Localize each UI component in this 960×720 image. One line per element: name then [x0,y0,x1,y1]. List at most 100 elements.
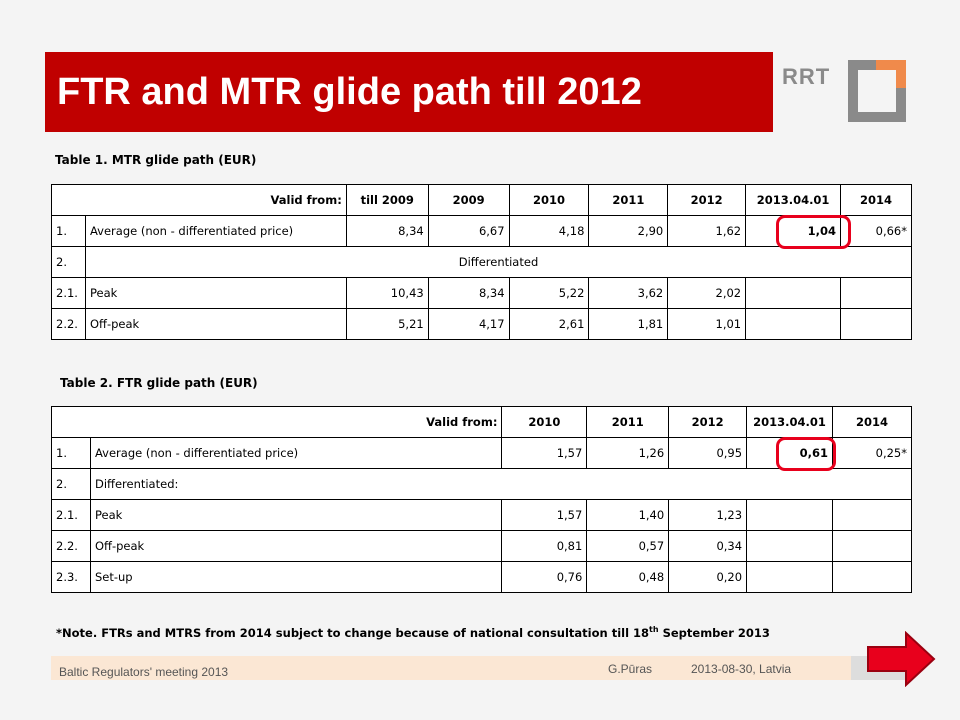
value-cell: 2,02 [667,277,747,309]
header-cell: 2009 [427,184,510,216]
value-cell: 4,18 [508,215,590,247]
header-cell: 2014 [840,184,912,216]
footnote-sup: th [649,625,659,634]
row-number: 1. [51,215,86,247]
table1-caption: Table 1. MTR glide path (EUR) [55,153,257,167]
empty-cell [840,277,912,309]
row-number: 2. [51,246,86,278]
value-cell: 1,57 [501,437,588,469]
value-cell: 0,76 [501,561,588,593]
value-cell: 6,67 [427,215,510,247]
footnote: *Note. FTRs and MTRS from 2014 subject t… [56,625,770,640]
table-row: 1. Average (non - differentiated price) … [51,215,912,247]
row-number: 2.1. [51,277,86,309]
value-cell: 1,26 [586,437,670,469]
empty-cell [832,561,912,593]
footer-date: 2013-08-30, Latvia [691,662,792,676]
footer-event: Baltic Regulators' meeting 2013 [59,665,229,679]
highlight-ring [776,437,836,471]
row-label: Differentiated: [89,468,913,500]
row-number: 2.3. [51,561,91,593]
table-row: 2.1. Peak 10,43 8,34 5,22 3,62 2,02 [51,277,912,309]
value-cell: 0,34 [668,530,748,562]
row-label: Off-peak [89,530,503,562]
header-label: Valid from: [50,406,503,438]
empty-cell [832,530,912,562]
header-cell: 2011 [586,406,670,438]
empty-cell [832,499,912,531]
row-number: 2. [51,468,91,500]
header-cell: 2010 [501,406,588,438]
row-number: 2.1. [51,499,91,531]
header-cell: 2010 [508,184,590,216]
row-label: Average (non - differentiated price) [89,437,503,469]
value-cell: 1,40 [586,499,670,531]
title-bar: FTR and MTR glide path till 2012 [45,52,773,132]
page-title: FTR and MTR glide path till 2012 [57,70,642,113]
header-cell: till 2009 [345,184,429,216]
row-label: Peak [84,277,347,309]
empty-cell [745,308,842,340]
row-label: Average (non - differentiated price) [84,215,347,247]
empty-cell [746,530,834,562]
header-cell: 2013.04.01 [745,184,842,216]
logo-text: RRT [782,64,831,89]
table-header-row: Valid from: till 2009 2009 2010 2011 201… [51,184,912,216]
footer: Baltic Regulators' meeting 2013 G.Pūras … [51,656,851,680]
row-number: 1. [51,437,91,469]
footnote-end: September 2013 [658,625,770,640]
value-cell: 5,21 [345,308,429,340]
value-cell: 2,61 [508,308,590,340]
footnote-text: *Note. FTRs and MTRS from 2014 subject t… [56,625,650,640]
value-cell: 0,66* [840,215,912,247]
value-cell: 1,23 [668,499,748,531]
value-cell: 0,48 [586,561,670,593]
row-number: 2.2. [51,308,86,340]
value-cell: 4,17 [427,308,510,340]
value-cell: 8,34 [427,277,510,309]
table-row: 1. Average (non - differentiated price) … [51,437,912,469]
value-cell: 1,01 [667,308,747,340]
header-cell: 2013.04.01 [746,406,834,438]
value-cell: 5,22 [508,277,590,309]
footer-author: G.Pūras [608,662,653,676]
row-number: 2.2. [51,530,91,562]
highlight-ring [776,215,851,249]
empty-cell [746,561,834,593]
arrow-right-icon[interactable] [866,631,936,687]
header-cell: 2012 [667,184,747,216]
highlighted-value-cell: 0,61 [746,437,834,469]
value-cell: 0,57 [586,530,670,562]
table-row: 2.2. Off-peak 5,21 4,17 2,61 1,81 1,01 [51,308,912,340]
table2-caption: Table 2. FTR glide path (EUR) [60,376,258,390]
value-cell: 10,43 [345,277,429,309]
table-row: 2.2. Off-peak 0,81 0,57 0,34 [51,530,912,562]
table-row: 2. Differentiated: [51,468,913,500]
table-row: 2.3. Set-up 0,76 0,48 0,20 [51,561,912,593]
value-cell: 1,57 [501,499,588,531]
table-row: 2.1. Peak 1,57 1,40 1,23 [51,499,912,531]
value-cell: 1,62 [667,215,747,247]
logo-mark-icon [848,60,906,122]
row-label: Differentiated [84,246,913,278]
value-cell: 2,90 [588,215,669,247]
value-cell: 0,95 [668,437,748,469]
ftr-table: Valid from: 2010 2011 2012 2013.04.01 20… [50,406,913,593]
value-cell: 1,81 [588,308,669,340]
header-cell: 2012 [668,406,748,438]
table-row: 2. Differentiated [51,246,913,278]
mtr-table: Valid from: till 2009 2009 2010 2011 201… [51,184,913,340]
empty-cell [746,499,834,531]
rrt-logo-icon: RRT [778,56,912,126]
header-cell: 2014 [832,406,912,438]
row-label: Peak [89,499,503,531]
value-cell: 0,20 [668,561,748,593]
value-cell: 3,62 [588,277,669,309]
value-cell: 0,81 [501,530,588,562]
empty-cell [840,308,912,340]
empty-cell [745,277,842,309]
row-label: Set-up [89,561,503,593]
value-cell: 8,34 [345,215,429,247]
row-label: Off-peak [84,308,347,340]
